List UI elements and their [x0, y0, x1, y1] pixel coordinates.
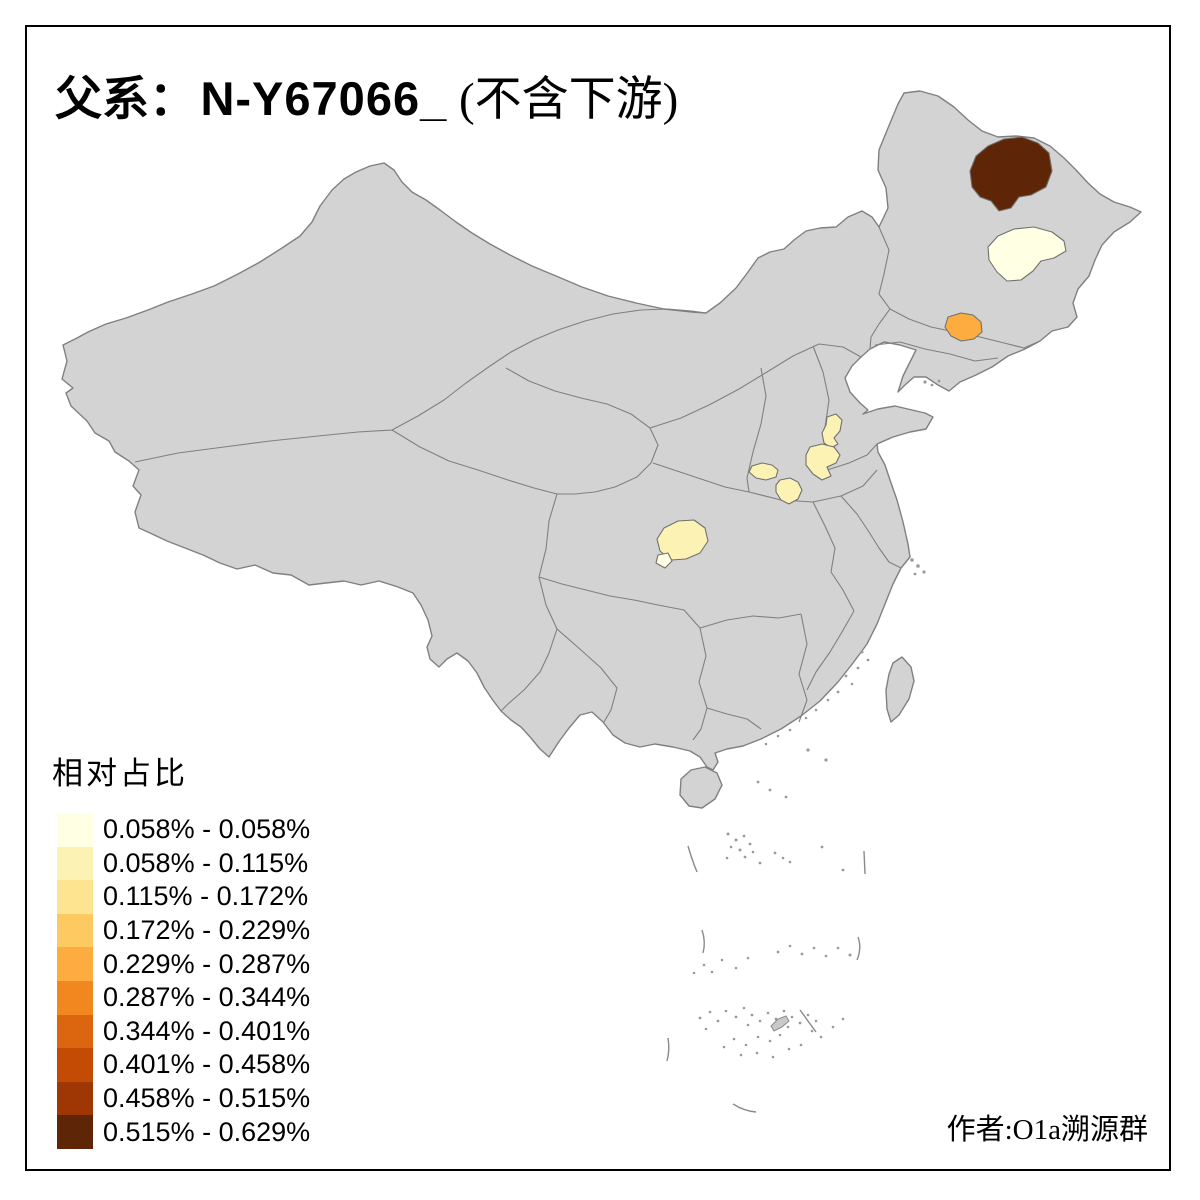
sea-dash-lines: [666, 845, 866, 1113]
taiwan-island: [885, 656, 915, 723]
legend-row: 0.229% - 0.287%: [57, 947, 310, 981]
page-title: 父系： N-Y67066_ (不含下游): [55, 60, 678, 129]
province-borders: [134, 226, 1041, 741]
legend-swatch: [57, 1014, 93, 1049]
region-sichuan-small: [655, 552, 673, 569]
sea-island-sliver: [770, 1015, 790, 1032]
legend-row: 0.058% - 0.115%: [57, 846, 310, 881]
legend-row: 0.401% - 0.458%: [57, 1048, 310, 1082]
legend-label: 0.229% - 0.287%: [103, 948, 311, 979]
legend-label: 0.058% - 0.115%: [103, 847, 309, 878]
highlighted-regions: [655, 136, 1067, 569]
legend-swatch: [57, 846, 93, 881]
legend-row: 0.287% - 0.344%: [57, 980, 311, 1015]
legend-label: 0.458% - 0.515%: [103, 1083, 311, 1114]
legend-swatch: [57, 1115, 93, 1149]
title-prefix: 父系：: [55, 74, 196, 126]
region-patch-c: [748, 462, 779, 481]
legend-row: 0.458% - 0.515%: [57, 1081, 311, 1116]
legend: 相对占比 0.058% - 0.058% 0.058% - 0.115% 0.1…: [52, 748, 310, 1149]
region-patch-d: [775, 477, 803, 505]
region-northeast-orange: [944, 312, 983, 342]
region-patch-a: [821, 413, 843, 449]
title-haplogroup-code: N-Y67066_: [200, 72, 448, 125]
legend-label: 0.515% - 0.629%: [103, 1116, 311, 1147]
legend-swatch: [57, 813, 93, 847]
legend-title: 相对占比: [52, 756, 188, 791]
title-suffix: (不含下游): [447, 74, 679, 126]
legend-swatch: [57, 880, 93, 914]
legend-label: 0.172% - 0.229%: [103, 915, 311, 946]
legend-row: 0.172% - 0.229%: [57, 913, 311, 948]
region-northeast-cream: [987, 226, 1067, 282]
region-sichuan-patch: [656, 519, 709, 561]
china-base: [61, 90, 1142, 809]
legend-swatch: [57, 1081, 93, 1116]
plot-frame: [25, 25, 1171, 1171]
legend-row: 0.344% - 0.401%: [57, 1014, 311, 1049]
legend-swatch: [57, 980, 93, 1015]
legend-row: 0.515% - 0.629%: [57, 1115, 310, 1149]
legend-rows: 0.058% - 0.058% 0.058% - 0.115% 0.115% -…: [57, 813, 310, 1149]
legend-label: 0.115% - 0.172%: [103, 881, 309, 912]
legend-label: 0.058% - 0.058%: [103, 814, 311, 845]
attribution: 作者:O1a溯源群: [946, 1114, 1148, 1146]
legend-row: 0.058% - 0.058%: [57, 813, 310, 847]
legend-row: 0.115% - 0.172%: [57, 880, 310, 914]
legend-label: 0.344% - 0.401%: [103, 1015, 311, 1046]
hainan-island: [679, 766, 723, 809]
region-patch-b: [805, 443, 841, 481]
sea-islets: [692, 379, 941, 1059]
legend-swatch: [57, 1048, 93, 1082]
legend-label: 0.287% - 0.344%: [103, 982, 311, 1013]
legend-swatch: [57, 913, 93, 948]
legend-label: 0.401% - 0.458%: [103, 1049, 311, 1080]
region-northeast-dark: [969, 136, 1053, 212]
legend-swatch: [57, 947, 93, 981]
